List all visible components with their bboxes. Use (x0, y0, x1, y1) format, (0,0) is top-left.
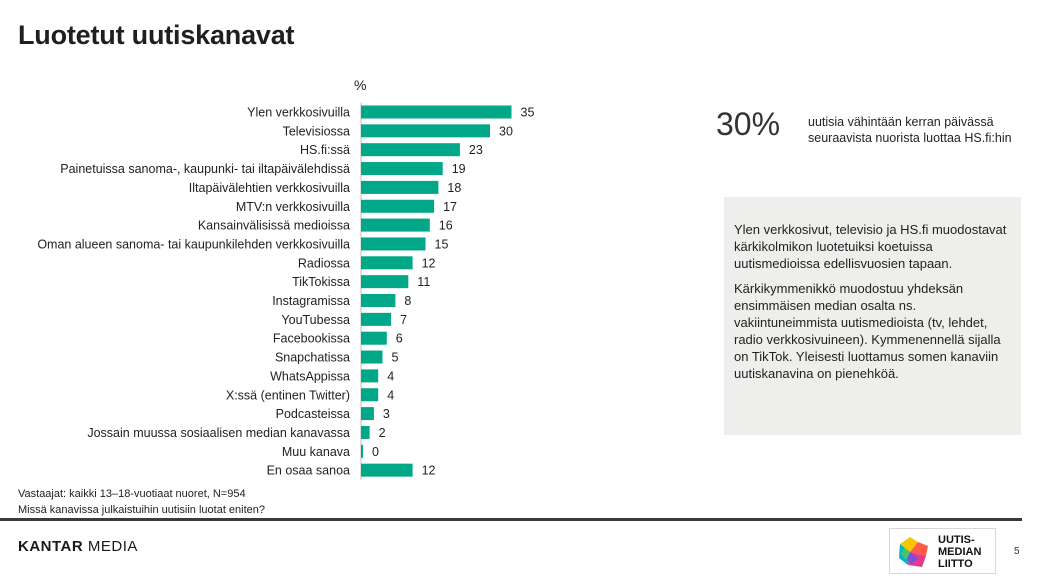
bar (361, 105, 512, 119)
uutismedian-liitto-logo: UUTIS- MEDIAN LIITTO (889, 528, 996, 574)
data-label: 19 (452, 162, 466, 176)
page-title: Luotetut uutiskanavat (18, 20, 295, 50)
category-label: Facebookissa (273, 332, 350, 346)
bar (361, 463, 413, 477)
category-label: WhatsAppissa (270, 369, 350, 383)
data-label: 35 (521, 106, 535, 120)
category-label: Televisiossa (283, 124, 350, 138)
data-label: 6 (396, 332, 403, 346)
bar (361, 237, 426, 251)
data-label: 0 (372, 445, 379, 459)
chart-unit-label: % (354, 77, 366, 93)
data-label: 18 (447, 181, 461, 195)
category-label: HS.fi:ssä (300, 143, 350, 157)
category-label: Jossain muussa sosiaalisen median kanava… (87, 426, 350, 440)
data-label: 11 (417, 275, 430, 289)
category-label: Oman alueen sanoma- tai kaupunkilehden v… (37, 237, 350, 251)
data-label: 16 (439, 219, 453, 233)
data-label: 4 (387, 369, 394, 383)
data-label: 3 (383, 407, 390, 421)
data-label: 7 (400, 313, 407, 327)
summary-paragraph-2: Kärkikymmenikkö muodostuu yhdeksän ensim… (734, 281, 1001, 381)
bar (361, 312, 392, 326)
data-label: 4 (387, 388, 394, 402)
data-label: 12 (422, 464, 436, 478)
category-label: Muu kanava (282, 445, 350, 459)
bar (361, 294, 396, 307)
bar (361, 369, 379, 383)
bar (361, 275, 409, 289)
brand-bold: KANTAR (18, 538, 84, 555)
bar (361, 425, 370, 439)
bar (361, 331, 387, 345)
category-label: Ylen verkkosivuilla (247, 106, 350, 120)
bar (361, 256, 413, 270)
respondents-note: Vastaajat: kaikki 13–18-vuotiaat nuoret,… (18, 488, 246, 500)
category-label: Podcasteissa (276, 407, 350, 421)
page-number: 5 (1014, 546, 1020, 557)
category-label: Iltapäivälehtien verkkosivuilla (189, 181, 350, 195)
category-label: Radiossa (298, 256, 350, 270)
category-label: MTV:n verkkosivuilla (236, 200, 350, 214)
summary-paragraph-1: Ylen verkkosivut, televisio ja HS.fi muo… (734, 222, 1007, 271)
kantar-media-logo: KANTAR MEDIA (18, 538, 138, 555)
data-label: 2 (379, 426, 386, 440)
data-label: 15 (435, 237, 449, 251)
category-label: Painetuissa sanoma-, kaupunki- tai iltap… (60, 162, 350, 176)
bar (361, 180, 439, 194)
bar (361, 162, 443, 176)
category-label: Instagramissa (272, 294, 350, 308)
question-note: Missä kanavissa julkaistuihin uutisiin l… (18, 504, 266, 516)
data-label: 8 (404, 294, 411, 308)
bar (361, 388, 379, 402)
data-label: 12 (422, 256, 436, 270)
data-label: 23 (469, 143, 483, 157)
brand-rest: MEDIA (83, 538, 138, 555)
bar (361, 350, 383, 364)
bar (361, 218, 430, 232)
category-label: YouTubessa (281, 313, 350, 327)
data-label: 30 (499, 124, 513, 138)
data-label: 17 (443, 200, 457, 214)
summary-box: Ylen verkkosivut, televisio ja HS.fi muo… (724, 197, 1021, 435)
logo-line-1: UUTIS- (938, 534, 975, 546)
data-label: 5 (392, 351, 399, 365)
kpi-description: uutisia vähintään kerran päivässä seuraa… (808, 115, 1012, 145)
category-label: En osaa sanoa (267, 464, 350, 478)
category-label: Snapchatissa (275, 351, 350, 365)
bar (361, 143, 460, 157)
category-label: Kansainvälisissä medioissa (198, 219, 350, 233)
logo-line-2: MEDIAN (938, 546, 982, 558)
kpi-value: 30% (716, 106, 781, 142)
footer-divider (0, 518, 1022, 521)
bar (361, 407, 374, 421)
bar (361, 124, 490, 138)
logo-line-3: LIITTO (938, 558, 973, 570)
logo-text: UUTIS- MEDIAN LIITTO (938, 534, 981, 570)
bar (361, 199, 435, 213)
uutismedian-liitto-icon (899, 537, 928, 567)
category-label: X:ssä (entinen Twitter) (226, 388, 350, 402)
bar (361, 444, 363, 458)
category-label: TikTokissa (292, 275, 350, 289)
